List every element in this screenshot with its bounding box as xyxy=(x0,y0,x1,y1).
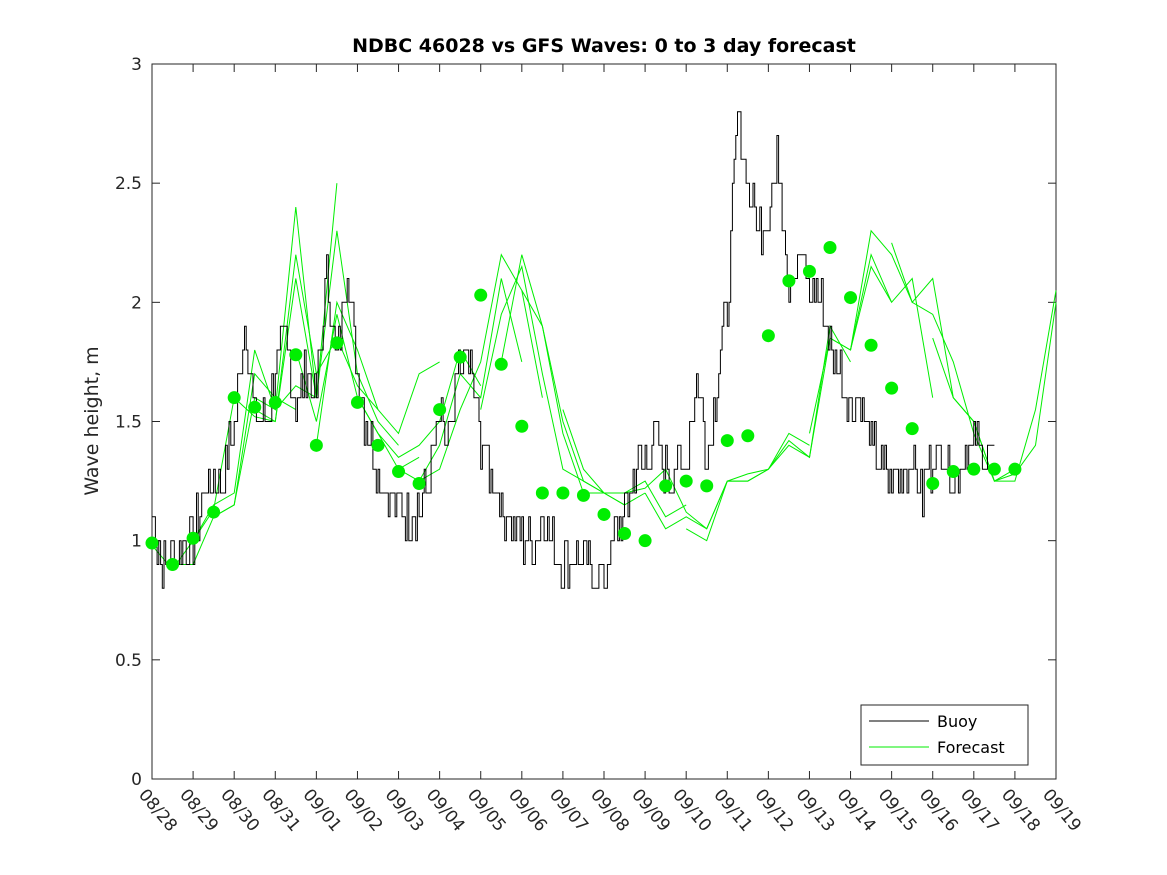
forecast-markers xyxy=(145,241,1022,571)
forecast-marker xyxy=(905,422,919,436)
forecast-marker xyxy=(618,527,632,541)
forecast-marker xyxy=(782,274,796,288)
forecast-line xyxy=(685,432,810,542)
y-tick-label: 3 xyxy=(131,55,142,75)
legend-buoy-label: Buoy xyxy=(937,712,977,731)
forecast-marker xyxy=(248,400,262,414)
forecast-marker xyxy=(885,381,899,395)
forecast-marker xyxy=(659,479,673,493)
forecast-marker xyxy=(700,479,714,493)
y-axis: 0 0.5 1 1.5 2 2.5 3 xyxy=(115,55,1056,790)
forecast-marker xyxy=(289,348,303,362)
forecast-marker xyxy=(802,264,816,278)
forecast-line xyxy=(315,300,440,446)
forecast-marker xyxy=(392,465,406,479)
forecast-marker xyxy=(741,429,755,443)
legend: Buoy Forecast xyxy=(860,704,1029,766)
forecast-marker xyxy=(823,241,837,255)
forecast-marker xyxy=(638,534,652,548)
forecast-marker xyxy=(761,329,775,343)
forecast-marker xyxy=(535,486,549,500)
forecast-marker xyxy=(987,462,1001,476)
forecast-marker xyxy=(145,536,159,550)
forecast-marker xyxy=(720,434,734,448)
forecast-marker xyxy=(371,438,385,452)
y-tick-label: 2.5 xyxy=(115,174,142,194)
forecast-marker xyxy=(967,462,981,476)
y-tick-label: 0.5 xyxy=(115,651,142,671)
forecast-marker xyxy=(350,395,364,409)
forecast-marker xyxy=(268,395,282,409)
plot-area xyxy=(151,63,1057,780)
forecast-marker xyxy=(926,476,940,490)
y-tick-label: 2 xyxy=(131,293,142,313)
forecast-marker xyxy=(330,336,344,350)
forecast-marker xyxy=(186,531,200,545)
buoy-series xyxy=(152,111,995,589)
buoy-line xyxy=(152,111,995,589)
forecast-marker xyxy=(166,558,180,571)
chart-title: NDBC 46028 vs GFS Waves: 0 to 3 day fore… xyxy=(352,35,856,57)
forecast-marker xyxy=(433,403,447,417)
y-tick-label: 0 xyxy=(131,770,142,790)
forecast-marker xyxy=(453,350,467,364)
forecast-marker xyxy=(844,291,858,305)
forecast-marker xyxy=(227,391,241,405)
forecast-marker xyxy=(494,357,508,371)
forecast-marker xyxy=(864,338,878,352)
legend-forecast-label: Forecast xyxy=(937,738,1005,757)
legend-box xyxy=(860,704,1029,766)
forecast-marker xyxy=(556,486,570,500)
forecast-marker xyxy=(309,438,323,452)
forecast-marker xyxy=(946,465,960,479)
y-axis-label: Wave height, m xyxy=(81,346,103,495)
forecast-marker xyxy=(412,476,426,490)
forecast-marker xyxy=(576,488,590,502)
forecast-line xyxy=(274,230,399,446)
forecast-marker xyxy=(515,419,529,433)
forecast-marker xyxy=(679,474,693,488)
y-tick-label: 1 xyxy=(131,532,142,552)
y-tick-label: 1.5 xyxy=(115,413,142,433)
forecast-marker xyxy=(474,288,488,302)
forecast-marker xyxy=(597,507,611,521)
forecast-marker xyxy=(207,505,221,519)
forecast-line xyxy=(192,349,317,541)
forecast-marker xyxy=(1008,462,1022,476)
